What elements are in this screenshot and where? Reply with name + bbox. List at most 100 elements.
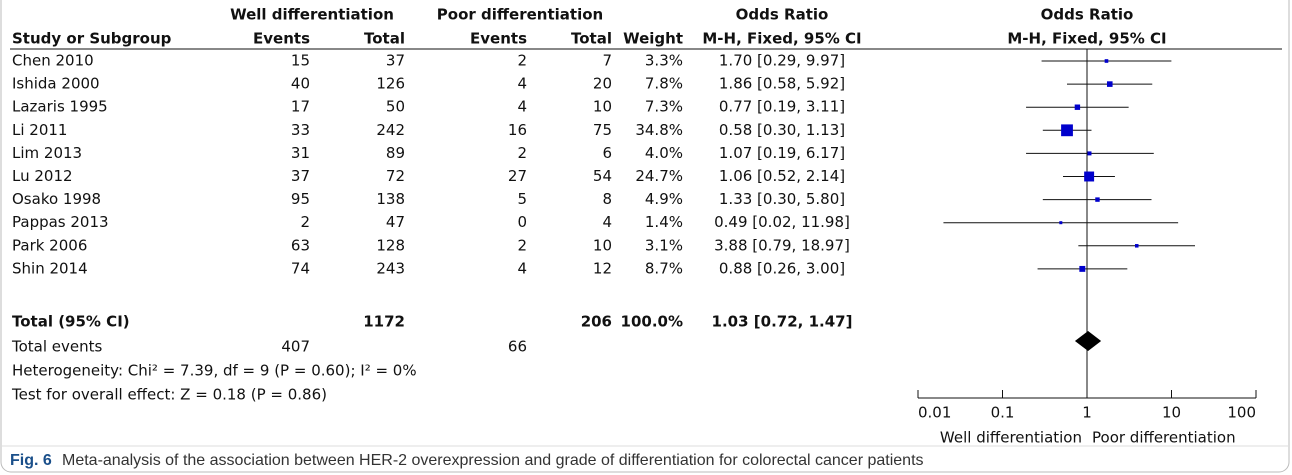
cell: Lim 2013 xyxy=(12,144,82,162)
cell: 138 xyxy=(376,190,405,208)
cell: Total events xyxy=(11,338,103,356)
cell: 1.33 [0.30, 5.80] xyxy=(719,190,845,208)
cell: 1.07 [0.19, 6.17] xyxy=(719,144,845,162)
cell: Li 2011 xyxy=(12,121,67,139)
cell: Shin 2014 xyxy=(12,259,88,277)
cell: 2 xyxy=(517,144,527,162)
x-tick-label: 10 xyxy=(1162,404,1181,422)
cell: 3.88 [0.79, 18.97] xyxy=(714,236,850,254)
total-cell: 1.03 [0.72, 1.47] xyxy=(712,313,853,331)
cell: 128 xyxy=(376,236,405,254)
column-header: M-H, Fixed, 95% CI xyxy=(702,30,861,48)
cell: 95 xyxy=(291,190,310,208)
effect-box xyxy=(1079,265,1086,272)
group-header: Odds Ratio xyxy=(736,6,829,24)
cell: 1.06 [0.52, 2.14] xyxy=(719,167,845,185)
cell: 0.58 [0.30, 1.13] xyxy=(719,121,845,139)
cell: 407 xyxy=(281,338,310,356)
column-header: Total xyxy=(364,30,405,48)
x-tick-label: 100 xyxy=(1227,404,1256,422)
cell: 31 xyxy=(291,144,310,162)
effect-box xyxy=(1059,221,1063,225)
cell: Lazaris 1995 xyxy=(12,98,108,116)
caption-text: Meta-analysis of the association between… xyxy=(62,452,924,469)
cell: 4.9% xyxy=(645,190,683,208)
cell: 63 xyxy=(291,236,310,254)
cell: 24.7% xyxy=(635,167,683,185)
cell: 2 xyxy=(517,52,527,70)
column-header: Events xyxy=(253,30,310,48)
cell: 5 xyxy=(517,190,527,208)
x-label-left: Well differentiation xyxy=(940,429,1082,447)
cell: 1.4% xyxy=(645,213,683,231)
cell: Osako 1998 xyxy=(12,190,101,208)
caption-label: Fig. 6 xyxy=(10,452,52,469)
cell: 47 xyxy=(386,213,405,231)
cell: 10 xyxy=(593,98,612,116)
cell: 0 xyxy=(517,213,527,231)
x-label-right: Poor differentiation xyxy=(1092,429,1236,447)
note: Heterogeneity: Chi² = 7.39, df = 9 (P = … xyxy=(12,362,417,380)
total-cell: 206 xyxy=(581,313,612,331)
cell: Chen 2010 xyxy=(12,52,94,70)
column-header: Study or Subgroup xyxy=(12,30,172,48)
column-header: Total xyxy=(571,30,612,48)
cell: 74 xyxy=(291,259,310,277)
cell: 10 xyxy=(593,236,612,254)
cell: 243 xyxy=(376,259,405,277)
cell: 12 xyxy=(593,259,612,277)
cell: 66 xyxy=(508,338,527,356)
cell: 242 xyxy=(376,121,405,139)
note: Test for overall effect: Z = 0.18 (P = 0… xyxy=(11,386,327,404)
cell: 4 xyxy=(602,213,612,231)
group-header: Odds Ratio xyxy=(1041,6,1134,24)
x-tick-label: 0.01 xyxy=(918,404,951,422)
cell: 34.8% xyxy=(635,121,683,139)
cell: 72 xyxy=(386,167,405,185)
cell: 4.0% xyxy=(645,144,683,162)
total-name: Total (95% CI) xyxy=(12,313,130,331)
cell: 33 xyxy=(291,121,310,139)
column-header: M-H, Fixed, 95% CI xyxy=(1007,30,1166,48)
cell: 89 xyxy=(386,144,405,162)
cell: 54 xyxy=(593,167,612,185)
effect-box xyxy=(1061,124,1073,137)
effect-box xyxy=(1095,197,1100,202)
group-header: Well differentiation xyxy=(230,6,394,24)
cell: 4 xyxy=(517,98,527,116)
cell: 27 xyxy=(508,167,527,185)
cell: 20 xyxy=(593,75,612,93)
cell: 3.1% xyxy=(645,236,683,254)
total-cell: 1172 xyxy=(363,313,405,331)
effect-box xyxy=(1104,59,1109,63)
column-header: Events xyxy=(470,30,527,48)
cell: 16 xyxy=(508,121,527,139)
x-tick-label: 1 xyxy=(1082,404,1092,422)
cell: 15 xyxy=(291,52,310,70)
cell: 37 xyxy=(291,167,310,185)
cell: 75 xyxy=(593,121,612,139)
cell: 3.3% xyxy=(645,52,683,70)
total-cell: 100.0% xyxy=(621,313,683,331)
cell: 126 xyxy=(376,75,405,93)
cell: 40 xyxy=(291,75,310,93)
group-header: Poor differentiation xyxy=(437,6,603,24)
cell: 7.8% xyxy=(645,75,683,93)
cell: 8.7% xyxy=(645,259,683,277)
cell: 0.88 [0.26, 3.00] xyxy=(719,259,845,277)
cell: 7 xyxy=(602,52,612,70)
cell: 6 xyxy=(602,144,612,162)
effect-box xyxy=(1134,244,1139,248)
cell: 7.3% xyxy=(645,98,683,116)
cell: Ishida 2000 xyxy=(12,75,100,93)
cell: 37 xyxy=(386,52,405,70)
cell: 17 xyxy=(291,98,310,116)
cell: Pappas 2013 xyxy=(12,213,109,231)
cell: 4 xyxy=(517,259,527,277)
cell: Lu 2012 xyxy=(12,167,73,185)
effect-box xyxy=(1074,104,1081,110)
cell: 4 xyxy=(517,75,527,93)
cell: 2 xyxy=(300,213,310,231)
